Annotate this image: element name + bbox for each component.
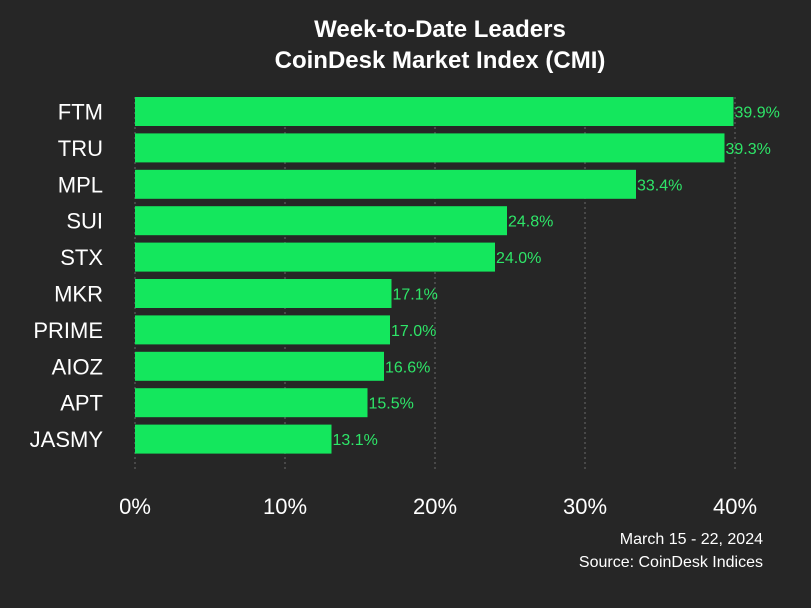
bar-sui <box>135 206 507 236</box>
x-tick-label-10: 10% <box>263 494 307 519</box>
category-label-apt: APT <box>60 391 103 416</box>
x-axis: 0% 10% 20% 30% 40% <box>119 494 757 519</box>
date-range: March 15 - 22, 2024 <box>620 531 763 548</box>
category-label-mkr: MKR <box>54 282 103 307</box>
category-label-aioz: AIOZ <box>52 354 103 379</box>
value-label-sui: 24.8% <box>508 214 553 231</box>
category-label-jasmy: JASMY <box>30 427 104 452</box>
category-label-sui: SUI <box>66 209 103 234</box>
value-label-aioz: 16.6% <box>385 359 430 376</box>
bar-mkr <box>135 279 392 308</box>
source-note: Source: CoinDesk Indices <box>579 554 763 571</box>
value-label-ftm: 39.9% <box>735 105 780 122</box>
chart-subtitle: CoinDesk Market Index (CMI) <box>275 47 606 74</box>
value-label-tru: 39.3% <box>726 141 771 158</box>
x-tick-label-40: 40% <box>713 494 757 519</box>
bar-aioz <box>135 351 384 381</box>
bar-apt <box>135 388 368 418</box>
bar-mpl <box>135 169 636 199</box>
category-label-stx: STX <box>60 245 103 270</box>
value-label-stx: 24.0% <box>496 250 541 267</box>
bar-ftm <box>135 97 734 126</box>
value-label-apt: 15.5% <box>369 396 414 413</box>
bars: FTM 39.9% TRU 39.3% MPL 33.4% SUI 24.8% STX 24.0%… <box>30 97 780 454</box>
x-tick-label-20: 20% <box>413 494 457 519</box>
chart-title: Week-to-Date Leaders <box>314 16 566 43</box>
x-tick-label-0: 0% <box>119 494 151 519</box>
bar-tru <box>135 133 725 163</box>
category-label-mpl: MPL <box>58 172 103 197</box>
bar-stx <box>135 242 495 272</box>
category-label-ftm: FTM <box>58 100 103 125</box>
value-label-mkr: 17.1% <box>393 287 438 304</box>
bar-prime <box>135 315 390 345</box>
value-label-prime: 17.0% <box>391 323 436 340</box>
value-label-mpl: 33.4% <box>637 177 682 194</box>
x-tick-label-30: 30% <box>563 494 607 519</box>
value-label-jasmy: 13.1% <box>333 432 378 449</box>
category-label-prime: PRIME <box>33 318 103 343</box>
bar-jasmy <box>135 424 332 454</box>
category-label-tru: TRU <box>58 136 103 161</box>
